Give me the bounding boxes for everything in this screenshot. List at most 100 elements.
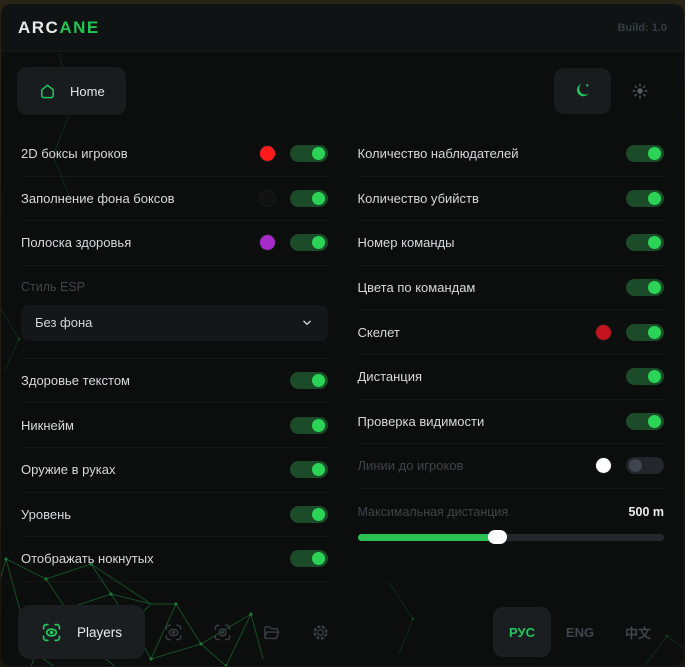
toggle-switch[interactable]	[289, 461, 328, 479]
toggle-switch[interactable]	[626, 323, 664, 341]
setting-label: Заполнение фона боксов	[21, 190, 175, 206]
toggle-knob	[311, 191, 325, 205]
setting-row-skeleton: Скелет	[357, 310, 664, 355]
setting-label: Количество убийств	[357, 190, 479, 206]
lang-button-eng[interactable]: ENG	[551, 607, 609, 657]
toggle-knob	[648, 325, 661, 339]
players-tab-button[interactable]: Players	[18, 605, 146, 659]
logo-text-accent: ANE	[59, 17, 100, 37]
dark-theme-button[interactable]	[554, 68, 611, 114]
nav-configs-button[interactable]	[251, 610, 292, 654]
toggle-knob	[648, 370, 661, 384]
moon-icon	[576, 83, 589, 97]
max-distance-group: Максимальная дистанция 500 m	[357, 489, 664, 545]
toggle-knob	[648, 147, 661, 161]
home-icon	[41, 83, 54, 98]
toggle-knob	[311, 147, 325, 161]
color-swatch[interactable]	[259, 235, 275, 251]
toggle-knob	[648, 414, 661, 428]
color-swatch[interactable]	[259, 190, 275, 206]
setting-row-level: Уровень	[21, 493, 328, 538]
toggle-knob	[311, 507, 325, 521]
toggle-knob	[311, 463, 325, 477]
players-tab-label: Players	[77, 624, 123, 640]
toggle-switch[interactable]	[289, 372, 328, 390]
max-distance-slider[interactable]	[357, 530, 664, 545]
setting-row-health-bar: Полоска здоровья	[21, 221, 328, 266]
toggle-knob	[311, 552, 325, 566]
color-swatch[interactable]	[259, 146, 275, 162]
toggle-switch[interactable]	[289, 550, 328, 568]
setting-label: Полоска здоровья	[21, 235, 132, 251]
setting-label: Уровень	[21, 506, 72, 522]
setting-row-distance: Дистанция	[357, 355, 664, 400]
home-tab-label: Home	[70, 83, 105, 99]
eye-scan-icon	[165, 624, 182, 640]
toggle-switch[interactable]	[289, 189, 328, 207]
toggle-switch[interactable]	[626, 368, 664, 386]
setting-row-weapon-in-hands: Оружие в руках	[21, 448, 328, 493]
settings-column-right: Количество наблюдателей Количество убийс…	[357, 132, 664, 582]
esp-style-dropdown[interactable]: Без фона	[21, 304, 328, 341]
toggle-switch[interactable]	[626, 189, 664, 207]
setting-row-team-colors: Цвета по командам	[357, 266, 664, 311]
nav-visuals-button[interactable]	[153, 610, 194, 654]
players-eye-scan-icon	[42, 623, 61, 641]
color-swatch[interactable]	[596, 458, 611, 474]
setting-row-show-knocked: Отображать нокнутых	[21, 537, 328, 582]
eye-scan-icon	[214, 624, 231, 640]
home-tab-button[interactable]: Home	[17, 67, 126, 115]
toggle-knob	[648, 281, 661, 295]
nav-settings-button[interactable]	[300, 610, 341, 654]
slider-thumb[interactable]	[488, 530, 508, 545]
sun-icon	[631, 83, 648, 99]
color-swatch[interactable]	[596, 324, 611, 340]
setting-row-box-fill: Заполнение фона боксов	[21, 177, 328, 222]
setting-label: Отображать нокнутых	[21, 551, 154, 567]
setting-label: Цвета по командам	[357, 280, 476, 296]
esp-style-label: Стиль ESP	[21, 279, 86, 294]
toggle-switch[interactable]	[626, 279, 664, 297]
folder-icon	[264, 625, 280, 639]
toggle-switch[interactable]	[289, 416, 328, 434]
setting-label: Здоровье текстом	[21, 373, 130, 389]
setting-label: Скелет	[357, 324, 400, 340]
setting-row-lines-to-players: Линии до игроков	[357, 444, 664, 489]
lang-button-rus[interactable]: РУС	[493, 607, 551, 657]
setting-row-kill-count: Количество убийств	[357, 177, 664, 222]
settings-panel: 2D боксы игроков Заполнение фона боксов …	[21, 132, 664, 582]
setting-row-team-number: Номер команды	[357, 221, 664, 266]
toggle-switch[interactable]	[626, 234, 664, 252]
lang-button-zh[interactable]: 中文	[609, 607, 667, 657]
setting-label: Количество наблюдателей	[357, 146, 519, 162]
logo-text-prefix: ARC	[18, 17, 60, 37]
setting-label: Линии до игроков	[357, 458, 464, 474]
toggle-switch[interactable]	[289, 145, 328, 163]
settings-column-left: 2D боксы игроков Заполнение фона боксов …	[21, 132, 328, 582]
language-switch: РУС ENG 中文	[493, 607, 667, 657]
toggle-switch[interactable]	[626, 412, 664, 430]
esp-style-selected-value: Без фона	[35, 315, 93, 331]
gear-icon	[313, 624, 328, 640]
app-logo: ARCANE	[18, 18, 100, 38]
top-nav: Home	[17, 67, 668, 115]
toggle-knob	[648, 236, 661, 250]
setting-row-spectator-count: Количество наблюдателей	[357, 132, 664, 177]
setting-label: Оружие в руках	[21, 462, 116, 478]
nav-aim-button[interactable]	[202, 610, 243, 654]
setting-label: 2D боксы игроков	[21, 146, 128, 162]
toggle-switch[interactable]	[289, 505, 328, 523]
slider-fill	[357, 530, 508, 545]
max-distance-value: 500 m	[628, 504, 664, 519]
setting-row-2d-boxes: 2D боксы игроков	[21, 132, 328, 177]
toggle-switch[interactable]	[289, 234, 328, 252]
setting-label: Номер команды	[357, 235, 455, 251]
setting-label: Дистанция	[357, 369, 423, 385]
esp-style-group: Стиль ESP Без фона	[21, 266, 328, 359]
toggle-switch[interactable]	[626, 145, 664, 163]
theme-switch	[554, 68, 668, 114]
light-theme-button[interactable]	[611, 68, 668, 114]
toggle-knob	[629, 459, 642, 473]
toggle-switch[interactable]	[626, 457, 664, 475]
toggle-knob	[311, 418, 325, 432]
